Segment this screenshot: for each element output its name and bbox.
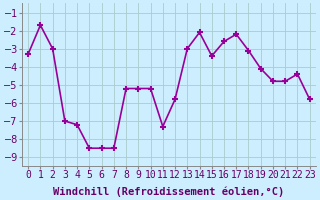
X-axis label: Windchill (Refroidissement éolien,°C): Windchill (Refroidissement éolien,°C) <box>53 186 284 197</box>
